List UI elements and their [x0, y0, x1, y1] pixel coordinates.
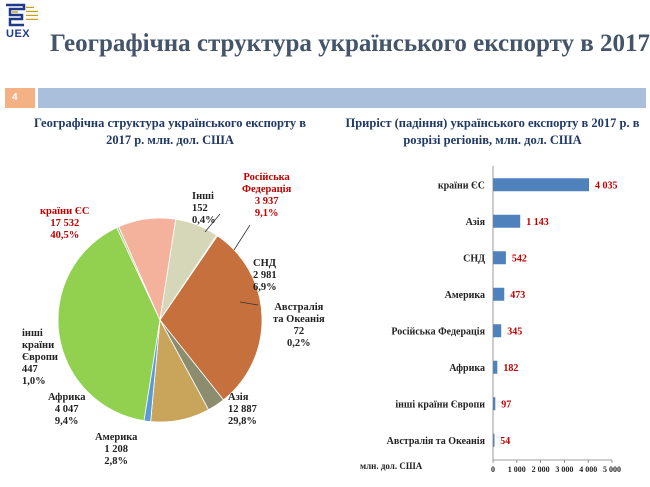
pie-label-australia: Австралія та Океанія 72 0,2%: [273, 302, 325, 349]
pie-chart-title: Географічна структура українського експо…: [34, 116, 306, 147]
pie-slice-cis: [159, 218, 218, 321]
pie-label-other: Інші 152 0,4%: [192, 191, 216, 226]
header-divider: [38, 88, 646, 108]
bar-category-label: Австралія та Океанія: [387, 436, 486, 447]
pie-label-cis: СНД 2 981 6,9%: [253, 258, 277, 293]
bar-category-label: СНД: [463, 253, 485, 264]
bar-category-label: Російська Федерація: [391, 326, 485, 337]
pie-leader-line-1: [233, 224, 251, 251]
bar-xaxis-unit: млн. дол. США: [360, 461, 423, 471]
bar-2: [493, 251, 506, 265]
pie-label-other-europe: інші країни Європи 447 1,0%: [22, 328, 58, 387]
bar-value-label: 345: [507, 326, 522, 337]
pie-label-eu: країни ЄС 17 532 40,5%: [40, 206, 90, 241]
bar-category-label: країни ЄС: [438, 180, 485, 191]
bar-7: [493, 433, 495, 447]
bar-value-label: 542: [512, 253, 527, 264]
bar-value-label: 1 143: [526, 217, 549, 228]
bar-value-label: 97: [501, 399, 511, 410]
bar-chart-title: Приріст (падіння) українського експорту …: [345, 116, 640, 147]
pie-slice-america: [159, 319, 224, 411]
bar-0: [493, 178, 590, 192]
bar-5: [493, 360, 498, 374]
bar-3: [493, 287, 505, 301]
bar-6: [493, 397, 496, 411]
bar-xtick-label: 5 000: [603, 465, 621, 474]
bar-category-label: Америка: [445, 290, 485, 301]
uex-logo: ▬▬ ▬▬▬ ▬▬▬ ▬▬▬ UEX: [4, 3, 44, 40]
pie-label-asia: Азія 12 887 29,8%: [228, 392, 257, 427]
bar-value-label: 4 035: [595, 180, 618, 191]
bar-value-label: 182: [503, 363, 518, 374]
bar-xtick-label: 2 000: [532, 465, 550, 474]
pie-slice-oeurope: [143, 319, 161, 423]
bar-category-label: Африка: [449, 363, 485, 374]
bar-xtick-label: 4 000: [579, 465, 597, 474]
pie-label-africa: Африка 4 047 9,4%: [48, 392, 86, 427]
logo-text: UEX: [6, 28, 31, 40]
pie-slice-other: [116, 226, 161, 321]
slide-number-bar: 4: [0, 88, 650, 108]
logo-mark-icon: [4, 3, 44, 29]
pie-label-russia: Російська Федерація 3 937 9,1%: [242, 172, 292, 219]
pie-slice-aus: [159, 234, 219, 321]
pie-slice-asia: [159, 235, 263, 401]
bar-value-label: 54: [500, 436, 510, 447]
logo-small-text: ▬▬ ▬▬▬ ▬▬▬ ▬▬▬: [26, 4, 38, 21]
bar-category-label: інші країни Європи: [395, 399, 485, 410]
pie-slice-russia: [118, 217, 177, 322]
slide-number: 4: [5, 88, 35, 108]
bar-category-label: Азія: [466, 217, 486, 228]
bar-value-label: 473: [510, 290, 525, 301]
page-title: Географічна структура українського експо…: [50, 30, 650, 57]
pie-leader-line-2: [239, 301, 259, 306]
bar-xtick-label: 3 000: [555, 465, 573, 474]
pie-slice-africa: [150, 318, 210, 423]
bar-xtick-label: 0: [491, 465, 495, 474]
bar-xtick-label: 1 000: [508, 465, 526, 474]
pie-label-america: Америка 1 208 2,8%: [95, 432, 138, 467]
bar-4: [493, 324, 502, 338]
bar-1: [493, 214, 521, 228]
